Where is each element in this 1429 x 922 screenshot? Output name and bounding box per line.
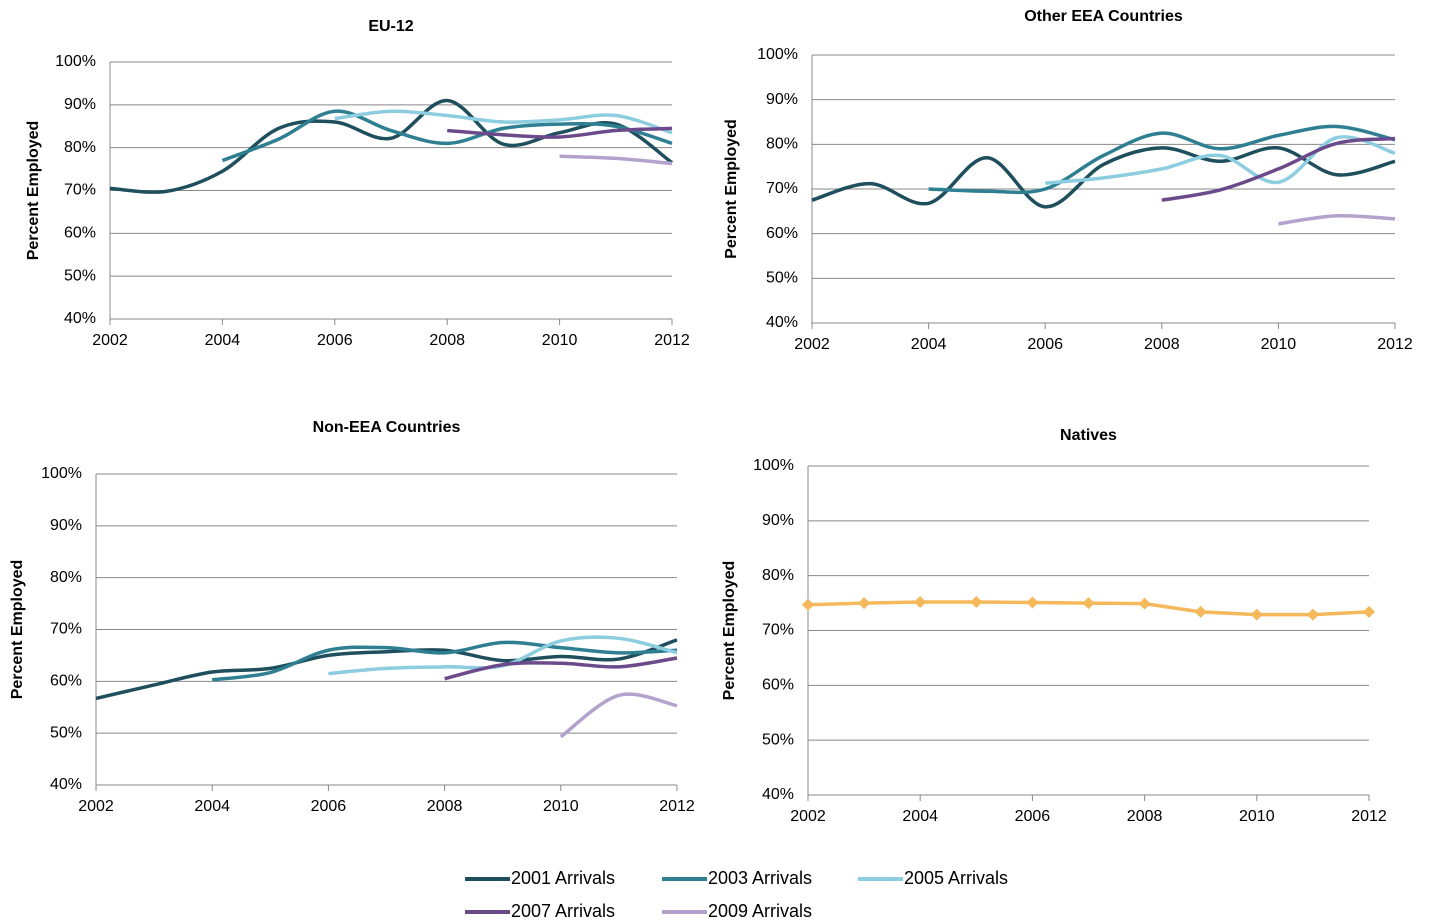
x-tick-label: 2012 xyxy=(1351,808,1387,825)
x-tick-label: 2012 xyxy=(1377,336,1413,353)
x-tick-label: 2008 xyxy=(429,332,465,349)
point-marker xyxy=(1082,597,1095,610)
legend-label: 2007 Arrivals xyxy=(511,901,615,921)
x-tick-label: 2002 xyxy=(790,808,826,825)
y-tick-label: 50% xyxy=(762,731,794,748)
y-tick-label: 40% xyxy=(766,314,798,331)
x-tick-label: 2002 xyxy=(92,332,128,349)
series-line xyxy=(928,124,1396,195)
x-tick-label: 2004 xyxy=(194,798,230,815)
x-tick-label: 2010 xyxy=(542,332,578,349)
chart-title: Natives xyxy=(1060,427,1117,444)
x-tick-label: 2008 xyxy=(1127,808,1163,825)
legend-label: 2005 Arrivals xyxy=(904,868,1008,888)
y-tick-label: 60% xyxy=(50,673,82,690)
point-marker xyxy=(858,597,871,610)
y-tick-label: 90% xyxy=(64,96,96,113)
y-tick-label: 50% xyxy=(766,270,798,287)
x-tick-label: 2006 xyxy=(317,332,353,349)
legend-label: 2003 Arrivals xyxy=(708,868,812,888)
x-tick-label: 2002 xyxy=(78,798,114,815)
y-tick-label: 60% xyxy=(762,677,794,694)
y-tick-label: 100% xyxy=(55,53,96,70)
x-tick-label: 2012 xyxy=(654,332,690,349)
x-tick-label: 2012 xyxy=(659,798,695,815)
y-tick-label: 70% xyxy=(762,622,794,639)
y-tick-label: 90% xyxy=(762,512,794,529)
y-tick-label: 80% xyxy=(762,567,794,584)
y-tick-label: 100% xyxy=(753,457,794,474)
point-marker xyxy=(1363,605,1375,618)
legend-label: 2001 Arrivals xyxy=(511,868,615,888)
y-tick-label: 60% xyxy=(766,225,798,242)
y-tick-label: 80% xyxy=(64,139,96,156)
y-tick-label: 100% xyxy=(757,46,798,63)
series-line xyxy=(95,638,678,701)
series-line xyxy=(1278,213,1396,226)
series-line xyxy=(559,154,673,166)
series-line xyxy=(334,109,673,135)
y-tick-label: 100% xyxy=(41,465,82,482)
x-tick-label: 2006 xyxy=(1027,336,1063,353)
point-marker xyxy=(1250,608,1263,621)
x-tick-label: 2010 xyxy=(543,798,579,815)
y-axis-label: Percent Employed xyxy=(721,561,738,701)
x-tick-label: 2006 xyxy=(1015,808,1051,825)
x-tick-label: 2006 xyxy=(311,798,347,815)
y-tick-label: 70% xyxy=(50,621,82,638)
y-tick-label: 50% xyxy=(64,267,96,284)
y-tick-label: 90% xyxy=(50,517,82,534)
series-line xyxy=(559,692,678,739)
y-axis-label: Percent Employed xyxy=(723,119,740,259)
x-tick-label: 2004 xyxy=(911,336,947,353)
y-tick-label: 40% xyxy=(50,776,82,793)
x-tick-label: 2008 xyxy=(427,798,463,815)
chart-title: EU-12 xyxy=(368,18,413,35)
y-axis-label: Percent Employed xyxy=(25,121,42,261)
point-marker xyxy=(1026,596,1039,609)
chart-title: Other EEA Countries xyxy=(1024,8,1183,25)
y-axis-label: Percent Employed xyxy=(9,560,26,700)
x-tick-label: 2010 xyxy=(1239,808,1275,825)
series-line xyxy=(1045,135,1396,185)
x-tick-label: 2004 xyxy=(902,808,938,825)
y-tick-label: 40% xyxy=(762,786,794,803)
y-tick-label: 40% xyxy=(64,310,96,327)
y-tick-label: 80% xyxy=(50,569,82,586)
y-tick-label: 70% xyxy=(766,180,798,197)
x-tick-label: 2010 xyxy=(1261,336,1297,353)
point-marker xyxy=(802,598,814,611)
y-tick-label: 50% xyxy=(50,724,82,741)
point-marker xyxy=(1306,608,1319,621)
chart-title: Non-EEA Countries xyxy=(313,419,461,436)
point-marker xyxy=(1194,605,1207,618)
series-line xyxy=(444,656,678,681)
series-line xyxy=(1161,136,1396,202)
series-line xyxy=(211,640,678,682)
x-tick-label: 2002 xyxy=(794,336,830,353)
series-line xyxy=(221,109,673,163)
y-tick-label: 70% xyxy=(64,182,96,199)
series-line xyxy=(811,146,1396,209)
point-marker xyxy=(914,595,927,608)
y-tick-label: 90% xyxy=(766,91,798,108)
x-tick-label: 2004 xyxy=(205,332,241,349)
legend-label: 2009 Arrivals xyxy=(708,901,812,921)
point-marker xyxy=(970,595,983,608)
y-tick-label: 80% xyxy=(766,136,798,153)
point-marker xyxy=(1138,597,1151,610)
y-tick-label: 60% xyxy=(64,225,96,242)
x-tick-label: 2008 xyxy=(1144,336,1180,353)
series-line xyxy=(447,126,673,139)
series-line xyxy=(109,98,674,194)
